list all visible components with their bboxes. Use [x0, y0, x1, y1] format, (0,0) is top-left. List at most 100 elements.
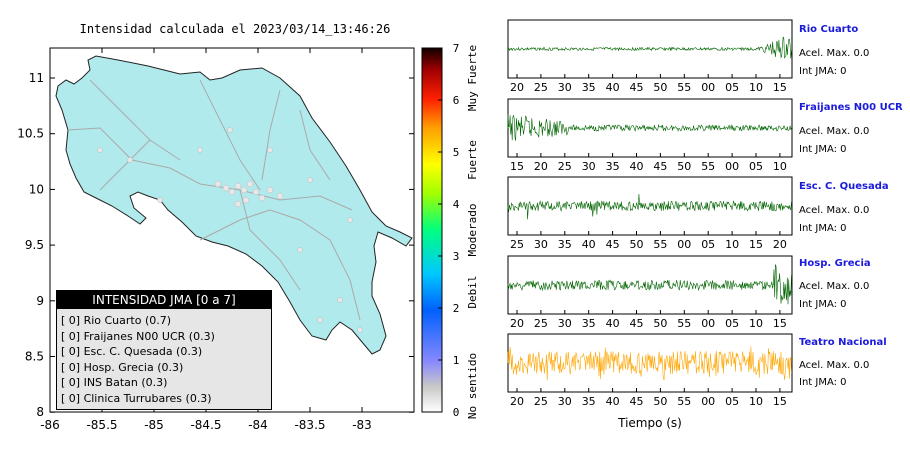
waveform-frame: [507, 176, 793, 236]
waveform-tick-label: 10: [749, 317, 763, 330]
waveform-tick-label: 25: [534, 395, 548, 408]
colorbar-tick-label: 1: [453, 354, 460, 367]
station-acel: Acel. Max. 0.0: [799, 205, 870, 216]
colorbar-tick-label: 4: [453, 198, 460, 211]
map-y-tick-label: 8: [36, 405, 44, 419]
waveform-trace: [507, 346, 792, 381]
x-axis-label: Tiempo (s): [618, 416, 682, 430]
waveform-tick-label: 35: [582, 395, 596, 408]
waveform-tick-label: 20: [534, 160, 548, 173]
map-y-tick-label: 10: [29, 182, 44, 196]
waveform-panel: 20 25 30 35 40 45 50 55 00 05 10 15: [507, 19, 793, 94]
map-x-tick-label: -84.5: [190, 418, 221, 432]
map-x-tick-label: -86: [40, 418, 60, 432]
waveform-tick-label: 25: [534, 81, 548, 94]
station-acel: Acel. Max. 0.0: [799, 48, 870, 59]
colorbar-tick-label: 7: [453, 42, 460, 55]
waveform-tick-label: 35: [558, 238, 572, 251]
waveform-tick-label: 15: [773, 395, 787, 408]
waveform-tick-label: 05: [749, 160, 763, 173]
waveform-tick-label: 40: [606, 81, 620, 94]
costa-rica-shape: [55, 55, 413, 355]
waveform-tick-label: 20: [773, 238, 787, 251]
legend-item: [ 0] Esc. C. Quesada (0.3): [61, 345, 203, 358]
waveform-tick-label: 00: [725, 160, 739, 173]
station-name: Fraijanes N00 UCR: [799, 102, 903, 113]
waveform-tick-label: 00: [701, 395, 715, 408]
waveform-panel: 20 25 30 35 40 45 50 55 00 05 10 15: [507, 333, 793, 408]
waveform-tick-label: 45: [606, 238, 620, 251]
waveform-panel: 15 20 25 30 35 40 45 50 55 00 05 10: [507, 98, 793, 173]
colorbar-category-label: Moderado: [466, 204, 479, 257]
waveform-tick-label: 45: [630, 395, 644, 408]
colorbar: [421, 47, 443, 413]
waveform-tick-label: 55: [677, 395, 691, 408]
map-x-tick-label: -84: [248, 418, 268, 432]
waveform-tick-label: 05: [701, 238, 715, 251]
waveform-tick-label: 15: [773, 81, 787, 94]
colorbar-category-label: Debil: [466, 275, 479, 308]
waveform-trace: [507, 36, 792, 59]
waveform-trace: [507, 194, 792, 220]
legend-item: [ 0] Rio Cuarto (0.7): [61, 314, 172, 327]
waveform-tick-label: 55: [677, 81, 691, 94]
waveform-tick-label: 15: [749, 238, 763, 251]
legend-item: [ 0] Hosp. Grecia (0.3): [61, 360, 184, 374]
waveform-tick-label: 05: [725, 81, 739, 94]
map-y-tick-label: 10.5: [17, 127, 44, 141]
station-name: Teatro Nacional: [799, 337, 887, 348]
station-acel: Acel. Max. 0.0: [799, 126, 870, 137]
waveform-tick-label: 35: [582, 317, 596, 330]
waveform-tick-label: 40: [582, 238, 596, 251]
map-x-tick-label: -85.5: [86, 418, 117, 432]
waveform-tick-label: 15: [773, 317, 787, 330]
waveform-tick-label: 10: [749, 81, 763, 94]
waveform-tick-label: 40: [630, 160, 644, 173]
station-name: Hosp. Grecia: [799, 258, 871, 269]
waveform-tick-label: 15: [510, 160, 524, 173]
waveform-trace: [507, 114, 792, 141]
waveform-tick-label: 55: [701, 160, 715, 173]
colorbar-category-label: No sentido: [466, 353, 479, 419]
waveform-tick-label: 50: [653, 395, 667, 408]
colorbar-tick-label: 2: [453, 302, 460, 315]
waveform-tick-label: 50: [653, 317, 667, 330]
colorbar-tick-label: 6: [453, 94, 460, 107]
legend-title: INTENSIDAD JMA [0 a 7]: [57, 291, 271, 309]
colorbar-category-label: Muy Fuerte: [466, 45, 479, 111]
costa-rica-map: [55, 55, 413, 355]
waveform-tick-label: 20: [510, 317, 524, 330]
waveform-tick-label: 00: [701, 317, 715, 330]
waveform-tick-label: 55: [677, 317, 691, 330]
waveform-tick-label: 50: [677, 160, 691, 173]
waveform-tick-label: 05: [725, 395, 739, 408]
map-x-tick-label: -83.5: [294, 418, 325, 432]
waveform-tick-label: 20: [510, 81, 524, 94]
waveform-tick-label: 30: [558, 317, 572, 330]
map-title: Intensidad calculada el 2023/03/14_13:46…: [79, 22, 391, 36]
waveform-tick-label: 40: [606, 395, 620, 408]
colorbar-category-label: Fuerte: [466, 140, 479, 180]
map-y-tick-label: 11: [29, 71, 44, 85]
waveform-tick-label: 05: [725, 317, 739, 330]
waveform-tick-label: 00: [701, 81, 715, 94]
station-jma: Int JMA: 0: [799, 299, 847, 310]
waveform-tick-label: 25: [558, 160, 572, 173]
map-x-tick-label: -83: [352, 418, 372, 432]
colorbar-tick-label: 0: [453, 406, 460, 419]
waveform-tick-label: 10: [749, 395, 763, 408]
waveform-tick-label: 45: [653, 160, 667, 173]
station-jma: Int JMA: 0: [799, 144, 847, 155]
waveform-tick-label: 30: [558, 395, 572, 408]
station-jma: Int JMA: 0: [799, 66, 847, 77]
station-name: Esc. C. Quesada: [799, 181, 889, 192]
waveform-tick-label: 30: [558, 81, 572, 94]
waveform-tick-label: 55: [653, 238, 667, 251]
waveform-tick-label: 50: [653, 81, 667, 94]
station-acel: Acel. Max. 0.0: [799, 360, 870, 371]
station-acel: Acel. Max. 0.0: [799, 281, 870, 292]
legend-item: [ 0] Fraijanes N00 UCR (0.3): [61, 329, 215, 343]
colorbar-tick-label: 3: [453, 250, 460, 263]
waveform-tick-label: 45: [630, 317, 644, 330]
station-jma: Int JMA: 0: [799, 377, 847, 388]
